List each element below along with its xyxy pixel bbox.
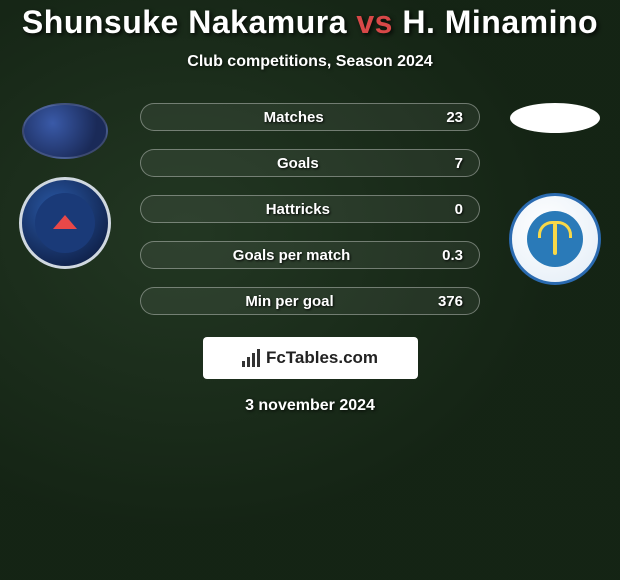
- stat-label: Min per goal: [141, 293, 438, 310]
- player1-name: Shunsuke Nakamura: [22, 4, 347, 40]
- player2-club-badge: [509, 193, 601, 285]
- date-text: 3 november 2024: [245, 397, 375, 415]
- stat-label: Goals: [141, 155, 455, 172]
- tochigi-badge-icon: [527, 211, 583, 267]
- vs-text: vs: [356, 4, 393, 40]
- stat-value: 376: [438, 293, 463, 310]
- player2-photo: [510, 103, 600, 133]
- brand-text: FcTables.com: [266, 348, 378, 368]
- player2-name: H. Minamino: [402, 4, 598, 40]
- stat-label: Hattricks: [141, 201, 455, 218]
- stat-value: 0.3: [442, 247, 463, 264]
- stat-label: Goals per match: [141, 247, 442, 264]
- yokohama-badge-icon: [35, 193, 95, 253]
- stat-value: 23: [446, 109, 463, 126]
- chart-icon: [242, 349, 260, 367]
- stat-row: Goals per match 0.3: [140, 241, 480, 269]
- subtitle: Club competitions, Season 2024: [187, 53, 432, 71]
- stats-bars: Matches 23 Goals 7 Hattricks 0 Goals per…: [140, 103, 480, 315]
- stat-row: Min per goal 376: [140, 287, 480, 315]
- stat-value: 0: [455, 201, 463, 218]
- stat-row: Matches 23: [140, 103, 480, 131]
- brand-box[interactable]: FcTables.com: [203, 337, 418, 379]
- comparison-title: Shunsuke Nakamura vs H. Minamino: [22, 4, 598, 41]
- player1-club-badge: [19, 177, 111, 269]
- player1-photo: [22, 103, 108, 159]
- stat-value: 7: [455, 155, 463, 172]
- stat-row: Hattricks 0: [140, 195, 480, 223]
- stat-label: Matches: [141, 109, 446, 126]
- stat-row: Goals 7: [140, 149, 480, 177]
